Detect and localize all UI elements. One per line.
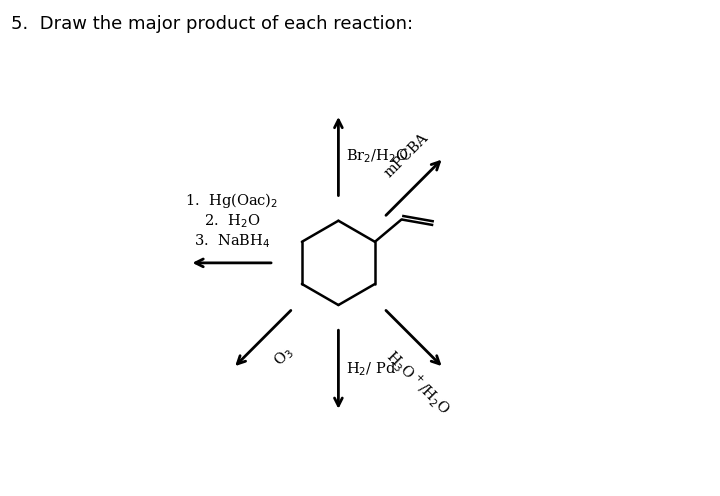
Text: O$_3$: O$_3$ [271,343,297,370]
Text: 1.  Hg(Oac)$_2$
2.  H$_2$O
3.  NaBH$_4$: 1. Hg(Oac)$_2$ 2. H$_2$O 3. NaBH$_4$ [185,191,279,250]
Text: H$_2$/ Pd: H$_2$/ Pd [346,361,396,378]
Text: Br$_2$/H$_2$O: Br$_2$/H$_2$O [346,147,409,165]
Text: 5.  Draw the major product of each reaction:: 5. Draw the major product of each reacti… [11,15,413,33]
Text: mPCBA: mPCBA [382,130,431,180]
Text: H$_3$O$^+$/H$_2$O: H$_3$O$^+$/H$_2$O [382,346,455,419]
